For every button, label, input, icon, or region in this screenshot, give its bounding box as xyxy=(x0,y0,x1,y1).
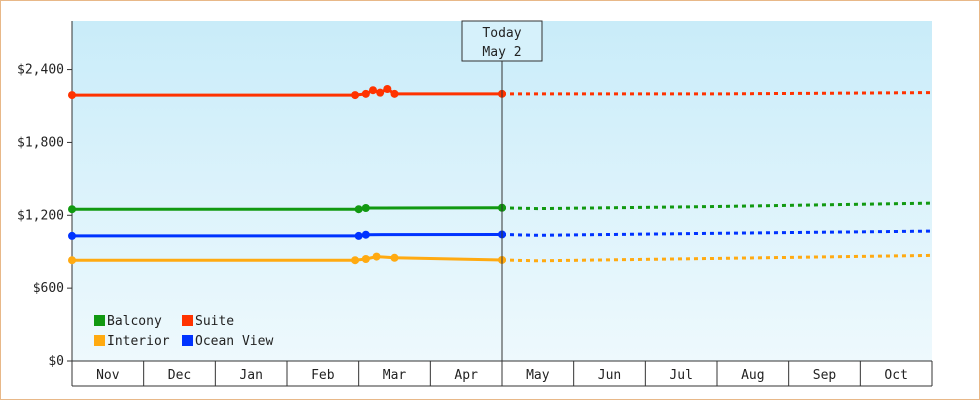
today-label-line2: May 2 xyxy=(482,45,521,60)
data-point xyxy=(351,91,360,100)
data-point xyxy=(351,256,360,265)
today-marker-layer: Today May 2 xyxy=(461,20,543,361)
data-point xyxy=(68,205,76,214)
month-label-apr: Apr xyxy=(454,368,478,383)
series-suite xyxy=(68,85,933,100)
data-point xyxy=(68,91,76,100)
legend-item-ocean-view: Ocean View xyxy=(182,334,273,349)
legend-swatch xyxy=(94,335,105,346)
month-label-dec: Dec xyxy=(168,368,191,383)
data-point xyxy=(68,256,76,265)
legend-layer: Balcony Suite Interior Ocean View xyxy=(94,314,273,349)
legend-item-interior: Interior xyxy=(94,334,170,349)
series-ocean-view xyxy=(68,229,933,240)
y-tick-label: $600 xyxy=(33,281,64,296)
data-point xyxy=(390,89,399,98)
series-balcony xyxy=(68,201,933,214)
legend-swatch xyxy=(94,315,105,326)
month-label-aug: Aug xyxy=(741,368,764,383)
today-label-line1: Today xyxy=(482,26,521,41)
series-forecast-line xyxy=(501,253,933,263)
y-tick-label: $1,200 xyxy=(17,208,64,223)
legend-swatch xyxy=(182,335,193,346)
series-forecast-line xyxy=(501,201,933,211)
legend-label: Balcony xyxy=(107,314,162,329)
legend-item-balcony: Balcony xyxy=(94,314,162,329)
month-label-sep: Sep xyxy=(813,368,837,383)
month-label-nov: Nov xyxy=(96,368,120,383)
series-layer xyxy=(68,85,933,265)
y-tick-label: $2,400 xyxy=(17,63,64,78)
legend-item-suite: Suite xyxy=(182,314,234,329)
month-label-jan: Jan xyxy=(239,368,262,383)
data-point xyxy=(361,230,370,239)
series-history-line xyxy=(72,233,503,238)
month-label-oct: Oct xyxy=(884,368,907,383)
data-point xyxy=(361,89,370,98)
legend-label: Suite xyxy=(195,314,234,329)
data-point xyxy=(390,253,399,262)
month-label-may: May xyxy=(526,368,550,383)
month-label-jul: Jul xyxy=(669,368,692,383)
data-point xyxy=(361,255,370,263)
data-point xyxy=(354,231,363,240)
today-label-box xyxy=(461,20,543,62)
legend-swatch xyxy=(182,315,193,326)
legend-label: Interior xyxy=(107,334,170,349)
data-point xyxy=(361,204,370,212)
series-history-line xyxy=(72,255,503,262)
data-point xyxy=(372,252,381,261)
data-point xyxy=(354,205,363,214)
y-tick-label: $1,800 xyxy=(17,135,64,150)
month-label-mar: Mar xyxy=(383,368,407,383)
data-point xyxy=(376,88,385,97)
data-point xyxy=(369,86,377,95)
series-history-line xyxy=(72,206,503,211)
series-forecast-line xyxy=(501,229,933,237)
legend-label: Ocean View xyxy=(195,334,273,349)
data-point xyxy=(68,231,76,240)
month-label-feb: Feb xyxy=(311,368,335,383)
y-tick-label: $0 xyxy=(48,354,64,369)
data-point xyxy=(383,85,392,93)
month-label-jun: Jun xyxy=(598,368,621,383)
